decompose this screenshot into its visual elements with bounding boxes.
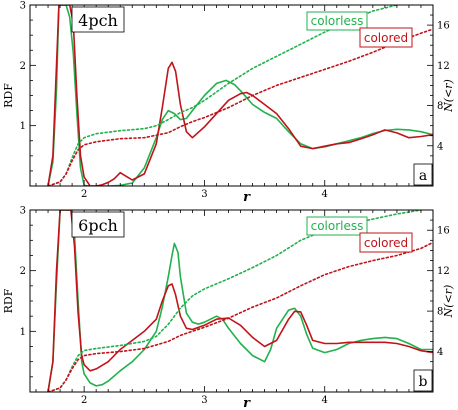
panel-a-letter: a bbox=[419, 168, 427, 184]
panel-b-legend-colorless-box bbox=[306, 216, 368, 236]
panel-b-y2label: N(<r) bbox=[442, 285, 455, 319]
y-tick-label: 1 bbox=[20, 327, 26, 338]
y-tick-label: 2 bbox=[20, 61, 26, 72]
y2-tick-label: 8 bbox=[437, 101, 443, 112]
y-tick-label: 2 bbox=[20, 266, 26, 277]
y-tick-label: 1 bbox=[20, 121, 26, 132]
panel-b-title: 6pch bbox=[78, 216, 118, 235]
panel-a-letter-box bbox=[413, 163, 433, 186]
y2-tick-label: 16 bbox=[437, 21, 450, 32]
panel-a-xlabel: r bbox=[243, 190, 251, 205]
panel-a-colorless-rdf-line bbox=[47, 5, 433, 186]
panel-b-colorless-nr-line bbox=[47, 210, 426, 392]
x-tick-label: 2 bbox=[81, 395, 87, 406]
panel-b-legend-colored-box bbox=[359, 232, 413, 253]
panel-a-title-box bbox=[71, 6, 125, 33]
panel-b-ylabel: RDF bbox=[2, 288, 15, 313]
panel-b-legend-colored: colored bbox=[364, 236, 408, 250]
x-tick-label: 4 bbox=[322, 395, 328, 406]
panel-b-legend-colorless: colorless bbox=[311, 219, 364, 233]
y2-tick-label: 16 bbox=[437, 226, 450, 237]
panel-a-title: 4pch bbox=[78, 11, 118, 30]
panel-b-letter-box bbox=[413, 369, 433, 392]
x-tick-label: 3 bbox=[201, 189, 207, 200]
x-tick-label: 4 bbox=[322, 189, 328, 200]
panel-a-y2label: N(<r) bbox=[442, 79, 455, 113]
y-tick-label: 3 bbox=[20, 206, 26, 217]
panel-b-title-box bbox=[71, 211, 125, 238]
x-tick-label: 2 bbox=[81, 189, 87, 200]
y2-tick-label: 4 bbox=[437, 141, 443, 152]
panel-a-legend-colorless: colorless bbox=[311, 14, 364, 28]
panel-b-colored-rdf-line bbox=[47, 210, 433, 392]
y2-tick-label: 4 bbox=[437, 347, 443, 358]
panel-a-ylabel: RDF bbox=[2, 83, 15, 108]
y2-tick-label: 12 bbox=[437, 266, 450, 277]
panel-a-colored-rdf-line bbox=[47, 5, 433, 186]
y-tick-label: 3 bbox=[20, 1, 26, 12]
panel-a-legend-colorless-box bbox=[306, 11, 368, 31]
x-tick-label: 3 bbox=[201, 395, 207, 406]
panel-a-legend-colored-box bbox=[359, 27, 413, 48]
panel-a-legend-colored: colored bbox=[364, 31, 408, 45]
panel-b-letter: b bbox=[419, 374, 428, 390]
panel-b-xlabel: r bbox=[243, 396, 251, 410]
panel-a-colored-nr-line bbox=[47, 28, 433, 186]
y2-tick-label: 8 bbox=[437, 307, 443, 318]
y2-tick-label: 12 bbox=[437, 61, 450, 72]
panel-b-colored-nr-line bbox=[47, 241, 433, 392]
